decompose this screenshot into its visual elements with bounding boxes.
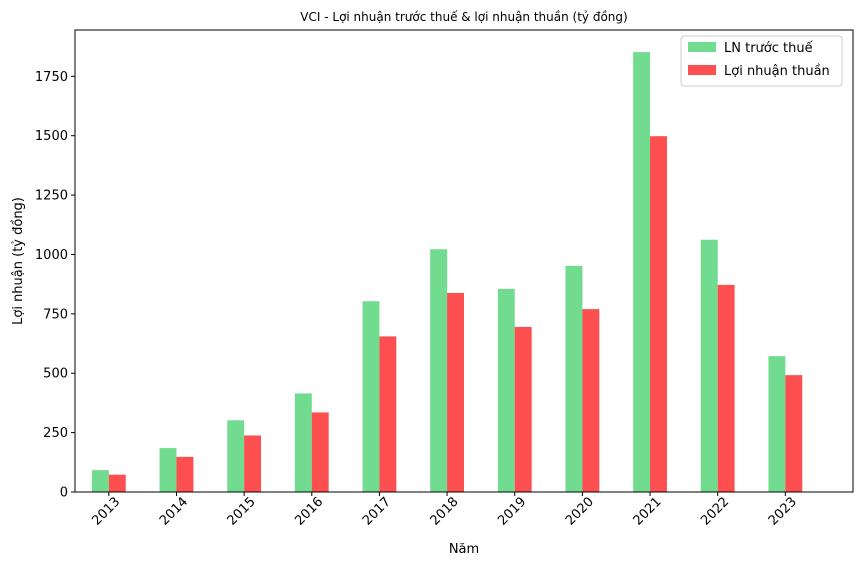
bar-loi-nhuan-thuan-2020	[582, 309, 600, 492]
bar-ln-truoc-thue-2022	[700, 239, 718, 492]
x-tick-label: 2020	[563, 495, 597, 529]
bar-loi-nhuan-thuan-2014	[176, 456, 194, 492]
legend-label-ln-truoc-thue: LN trước thuế	[724, 41, 813, 56]
legend-swatch-loi-nhuan-thuan	[688, 65, 716, 75]
y-tick-label: 1250	[35, 189, 68, 204]
y-tick-label: 500	[43, 367, 68, 382]
bar-loi-nhuan-thuan-2016	[311, 412, 329, 492]
x-tick-label: 2014	[157, 495, 191, 529]
chart-title: VCI - Lợi nhuận trước thuế & lợi nhuận t…	[300, 10, 627, 24]
x-tick-label: 2013	[89, 495, 123, 529]
x-tick-label: 2017	[360, 495, 394, 529]
x-tick-label: 2023	[766, 495, 800, 529]
bar-ln-truoc-thue-2020	[565, 265, 583, 492]
y-tick-label: 1500	[35, 129, 68, 144]
bar-loi-nhuan-thuan-2023	[785, 375, 803, 492]
legend: LN trước thuế Lợi nhuận thuần	[680, 35, 843, 87]
x-axis-label: Năm	[449, 542, 479, 557]
y-tick-label: 1750	[35, 70, 68, 85]
legend-box	[680, 35, 843, 87]
bar-ln-truoc-thue-2017	[362, 301, 380, 492]
bar-loi-nhuan-thuan-2017	[379, 336, 397, 492]
bars-group	[91, 52, 803, 493]
bar-loi-nhuan-thuan-2013	[108, 474, 126, 492]
bar-loi-nhuan-thuan-2019	[514, 326, 532, 492]
x-tick-label: 2016	[292, 495, 326, 529]
plot-frame	[74, 29, 854, 493]
bar-ln-truoc-thue-2015	[227, 420, 245, 492]
bar-ln-truoc-thue-2023	[768, 356, 786, 492]
y-tick-label: 250	[43, 426, 68, 441]
x-axis: 2013 2014 2015 2016 2017 2018 2019 2020 2021 2022…	[89, 492, 800, 529]
bar-loi-nhuan-thuan-2015	[244, 435, 262, 492]
bar-ln-truoc-thue-2016	[294, 393, 312, 492]
bar-loi-nhuan-thuan-2022	[717, 284, 735, 492]
x-tick-label: 2021	[631, 495, 665, 529]
bar-ln-truoc-thue-2014	[159, 448, 177, 492]
legend-swatch-ln-truoc-thue	[688, 42, 716, 52]
y-tick-label: 0	[60, 486, 68, 501]
x-tick-label: 2018	[428, 495, 462, 529]
x-tick-label: 2015	[225, 495, 259, 529]
x-tick-label: 2019	[495, 495, 529, 529]
y-axis-label: Lợi nhuận (tỷ đồng)	[11, 197, 26, 325]
y-axis: 0 250 500 750 1000 1250 1500 1750	[35, 70, 75, 501]
x-tick-label: 2022	[698, 495, 732, 529]
bar-ln-truoc-thue-2019	[497, 288, 515, 492]
y-tick-label: 750	[43, 307, 68, 322]
y-tick-label: 1000	[35, 248, 68, 263]
legend-label-loi-nhuan-thuan: Lợi nhuận thuần	[724, 64, 830, 79]
bar-ln-truoc-thue-2013	[91, 470, 109, 492]
bar-ln-truoc-thue-2018	[430, 249, 448, 492]
bar-ln-truoc-thue-2021	[633, 52, 651, 493]
bar-loi-nhuan-thuan-2018	[447, 292, 464, 492]
bar-loi-nhuan-thuan-2021	[650, 136, 667, 492]
